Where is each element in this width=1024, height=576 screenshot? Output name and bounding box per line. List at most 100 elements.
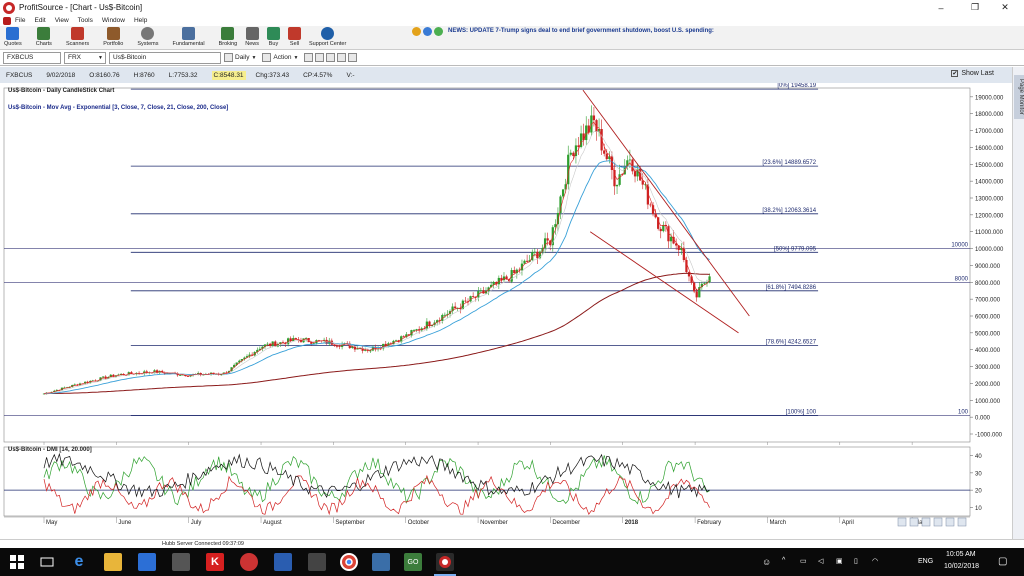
toolbar-sell-button[interactable]: Sell bbox=[288, 26, 301, 47]
x-tick-label: 2018 bbox=[625, 520, 639, 526]
candle-body bbox=[436, 320, 439, 323]
candle-body bbox=[574, 145, 578, 157]
candle-body bbox=[225, 372, 228, 374]
notification-icon[interactable]: ▢ bbox=[998, 556, 1008, 567]
calculator-icon[interactable] bbox=[172, 553, 190, 571]
toolbar-scanners-button[interactable]: Scanners bbox=[66, 26, 89, 47]
candle-body bbox=[533, 251, 536, 253]
tray-chevron-icon[interactable]: ^ bbox=[782, 557, 786, 564]
k-app-icon[interactable]: K bbox=[206, 553, 224, 571]
task-view-icon[interactable] bbox=[38, 553, 56, 571]
draw-line-icon[interactable] bbox=[337, 53, 347, 62]
quote-change-pct: CP:4.57% bbox=[303, 71, 333, 79]
news-ticker[interactable]: NEWS: UPDATE 7-Trump signs deal to end b… bbox=[448, 28, 714, 34]
toolbar-news-button[interactable]: News bbox=[245, 26, 259, 47]
volume-icon[interactable]: ◁ bbox=[818, 558, 824, 565]
active-app-indicator bbox=[434, 574, 456, 576]
toolbar-buy-button[interactable]: Buy bbox=[267, 26, 280, 47]
shield-app-icon[interactable] bbox=[274, 553, 292, 571]
security-name-field[interactable]: Us$-Bitcoin bbox=[109, 51, 221, 64]
people-icon[interactable]: ☺ bbox=[762, 557, 772, 567]
candle-body bbox=[63, 387, 66, 389]
candle-body bbox=[685, 259, 688, 273]
close-button[interactable]: ✕ bbox=[1001, 2, 1009, 12]
candle-body bbox=[256, 349, 259, 352]
menu-file[interactable]: File bbox=[15, 17, 26, 24]
chrome-icon[interactable] bbox=[340, 553, 358, 571]
candle-body bbox=[101, 376, 105, 378]
candle-body bbox=[369, 350, 372, 352]
candle-body bbox=[510, 270, 513, 282]
menu-help[interactable]: Help bbox=[133, 17, 148, 24]
action-dropdown[interactable]: Action ▼ bbox=[262, 53, 298, 62]
toolbar-charts-button[interactable]: Charts bbox=[36, 26, 52, 47]
candle-body bbox=[155, 370, 159, 373]
store-icon[interactable] bbox=[138, 553, 156, 571]
properties-icon[interactable] bbox=[348, 53, 358, 62]
go-app-icon[interactable]: GO bbox=[404, 553, 422, 571]
menu-view[interactable]: View bbox=[54, 17, 69, 24]
news-pause-icon[interactable] bbox=[434, 27, 443, 36]
price-chart[interactable]: 19000.000 18000.000 17000.000 16000.000 1500… bbox=[0, 83, 1012, 540]
period-dropdown[interactable]: Daily ▼ bbox=[224, 53, 256, 62]
candle-body bbox=[340, 344, 344, 347]
candle-body bbox=[672, 236, 675, 244]
toolbar-portfolio-button[interactable]: Portfolio bbox=[103, 26, 123, 47]
tray-app-icon[interactable]: ▣ bbox=[836, 558, 843, 565]
wifi-icon[interactable]: ◠ bbox=[872, 558, 879, 565]
maximize-button[interactable]: ❐ bbox=[970, 2, 980, 12]
candle-body bbox=[577, 145, 580, 147]
candle-body bbox=[528, 260, 531, 262]
candle-body bbox=[669, 236, 673, 242]
candle-body bbox=[428, 321, 431, 327]
menu-tools[interactable]: Tools bbox=[77, 17, 93, 24]
systems-icon bbox=[141, 27, 155, 40]
toolbar-support-button[interactable]: Support Center bbox=[309, 26, 346, 47]
candle-body bbox=[333, 344, 336, 346]
page-monitor-tab[interactable]: Page Monitor bbox=[1012, 67, 1024, 540]
network-icon[interactable]: ▭ bbox=[800, 558, 807, 565]
candle-body bbox=[472, 296, 475, 297]
candle-body bbox=[585, 125, 588, 141]
input-language[interactable]: ENG bbox=[918, 558, 934, 565]
candle-body bbox=[680, 247, 683, 251]
exchange-select[interactable]: FRX ▼ bbox=[64, 51, 106, 64]
news-filter-icon[interactable] bbox=[412, 27, 421, 36]
candle-body bbox=[572, 152, 575, 157]
app-menu-icon[interactable] bbox=[3, 16, 11, 25]
media-app-icon[interactable] bbox=[240, 553, 258, 571]
candle-body bbox=[513, 270, 516, 274]
candle-body bbox=[698, 287, 701, 298]
app-icon-dark[interactable] bbox=[308, 553, 326, 571]
buy-icon bbox=[267, 27, 280, 40]
y-tick-label: 2000.000 bbox=[975, 382, 1001, 388]
chart-area[interactable]: 19000.000 18000.000 17000.000 16000.000 1500… bbox=[0, 83, 1012, 540]
menu-edit[interactable]: Edit bbox=[34, 17, 46, 24]
battery-icon[interactable]: ▯ bbox=[854, 558, 858, 565]
document-app-icon[interactable] bbox=[372, 553, 390, 571]
chart-control-icon bbox=[957, 517, 967, 527]
show-last-checkbox[interactable]: ✔ Show Last bbox=[951, 70, 994, 77]
zoom-in-icon[interactable] bbox=[304, 53, 314, 62]
candle-body bbox=[479, 290, 482, 292]
clock-date[interactable]: 10/02/2018 bbox=[944, 563, 980, 570]
broking-icon bbox=[221, 27, 235, 40]
file-explorer-icon[interactable] bbox=[104, 553, 122, 571]
edge-browser-icon[interactable]: e bbox=[74, 553, 84, 570]
news-refresh-icon[interactable] bbox=[423, 27, 432, 36]
symbol-input[interactable]: FXBCUS bbox=[3, 51, 61, 64]
zoom-out-icon[interactable] bbox=[315, 53, 325, 62]
menu-window[interactable]: Window bbox=[101, 17, 125, 24]
toolbar-systems-button[interactable]: Systems bbox=[137, 26, 158, 47]
toolbar-broking-button[interactable]: Broking bbox=[219, 26, 237, 47]
clock-time[interactable]: 10:05 AM bbox=[946, 551, 976, 558]
candle-body bbox=[356, 348, 359, 350]
candle-body bbox=[690, 276, 693, 283]
minimize-button[interactable]: – bbox=[938, 2, 944, 13]
action-icon bbox=[262, 53, 272, 62]
crosshair-icon[interactable] bbox=[326, 53, 336, 62]
profitsource-taskbar-icon[interactable] bbox=[436, 553, 454, 571]
toolbar-quotes-button[interactable]: Quotes bbox=[4, 26, 22, 47]
windows-start-icon[interactable] bbox=[8, 553, 26, 571]
toolbar-fundamental-button[interactable]: Fundamental bbox=[172, 26, 205, 47]
